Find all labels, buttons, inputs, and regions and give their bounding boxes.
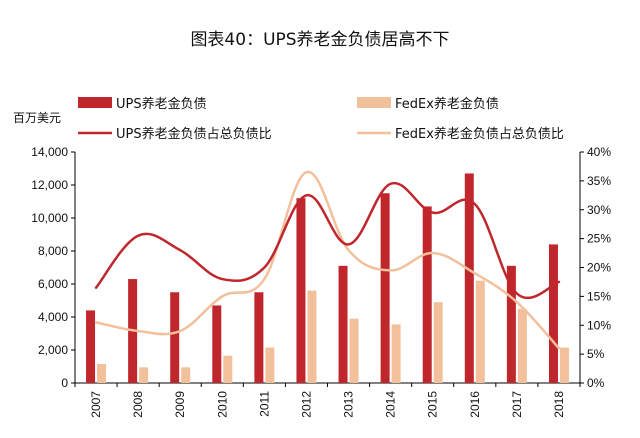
legend-label-ups-bar: UPS养老金负债 [116,96,207,112]
fedex-pension-bar [517,308,527,383]
fedex-pension-bar [97,364,107,383]
left-tick-label: 6,000 [38,277,68,291]
fedex-pension-bar [349,318,359,383]
ups-ratio-line [94,181,561,300]
fedex-pension-bar [391,324,401,383]
ups-pension-bar [212,305,222,383]
fedex-pension-bar [181,367,191,383]
x-tick-label: 2017 [510,391,524,418]
legend-swatch-fedex-bar [357,97,391,108]
right-tick-label: 10% [587,318,611,332]
x-tick-label: 2018 [552,391,566,418]
x-tick-label: 2007 [89,391,103,418]
legend: UPS养老金负债 FedEx养老金负债 UPS养老金负债占总负债比 FedEx养… [78,96,564,142]
fedex-pension-bar [475,280,485,383]
fedex-pension-bar [223,355,233,383]
right-tick-label: 35% [587,174,611,188]
axes [71,151,584,387]
right-tick-label: 0% [587,376,605,390]
x-tick-label: 2014 [384,391,398,418]
x-tick-label: 2016 [468,391,482,418]
left-tick-label: 8,000 [38,244,68,258]
right-tick-label: 20% [587,261,611,275]
fedex-pension-bar [559,347,569,383]
left-tick-label: 10,000 [31,211,68,225]
x-tick-label: 2009 [173,391,187,418]
chart-title: 图表40：UPS养老金负债居高不下 [190,30,449,50]
fedex-pension-bar [139,367,149,383]
fedex-ratio-line [94,170,561,350]
ups-pension-bar [254,292,264,383]
ups-pension-bar [464,173,474,383]
ups-pension-bar [506,265,516,383]
left-tick-label: 0 [61,376,68,390]
x-tick-label: 2013 [342,391,356,418]
right-tick-label: 40% [587,145,611,159]
legend-label-ups-line: UPS养老金负债占总负债比 [116,126,272,142]
ups-pension-bar [170,292,180,383]
x-tick-label: 2008 [131,391,145,418]
left-tick-label: 4,000 [38,310,68,324]
x-tick-label: 2011 [257,391,271,417]
ups-pension-bar [422,206,432,383]
left-tick-label: 12,000 [31,178,68,192]
right-tick-label: 30% [587,203,611,217]
right-tick-label: 15% [587,289,611,303]
x-tick-label: 2010 [215,391,229,418]
right-tick-label: 5% [587,347,605,361]
ups-pension-bar [296,198,306,383]
x-tick-label: 2012 [299,391,313,418]
lines [94,170,561,350]
right-tick-label: 25% [587,232,611,246]
left-axis-unit: 百万美元 [13,111,61,125]
fedex-pension-bar [307,290,317,383]
fedex-pension-bar [433,302,443,383]
tick-labels: 0 2,000 4,000 6,000 8,000 10,000 12,000 14,000 0… [31,145,611,418]
legend-swatch-ups-bar [78,97,112,108]
x-tick-label: 2015 [426,391,440,418]
legend-label-fedex-bar: FedEx养老金负债 [395,96,499,112]
bars [86,173,569,383]
left-tick-label: 2,000 [38,343,68,357]
left-tick-label: 14,000 [31,145,68,159]
legend-label-fedex-line: FedEx养老金负债占总负债比 [395,126,564,142]
ups-pension-bar [548,244,558,383]
fedex-pension-bar [265,347,275,383]
ups-pension-bar [338,265,348,383]
ups-pension-bar [86,310,96,383]
ups-pension-bar [380,193,390,383]
